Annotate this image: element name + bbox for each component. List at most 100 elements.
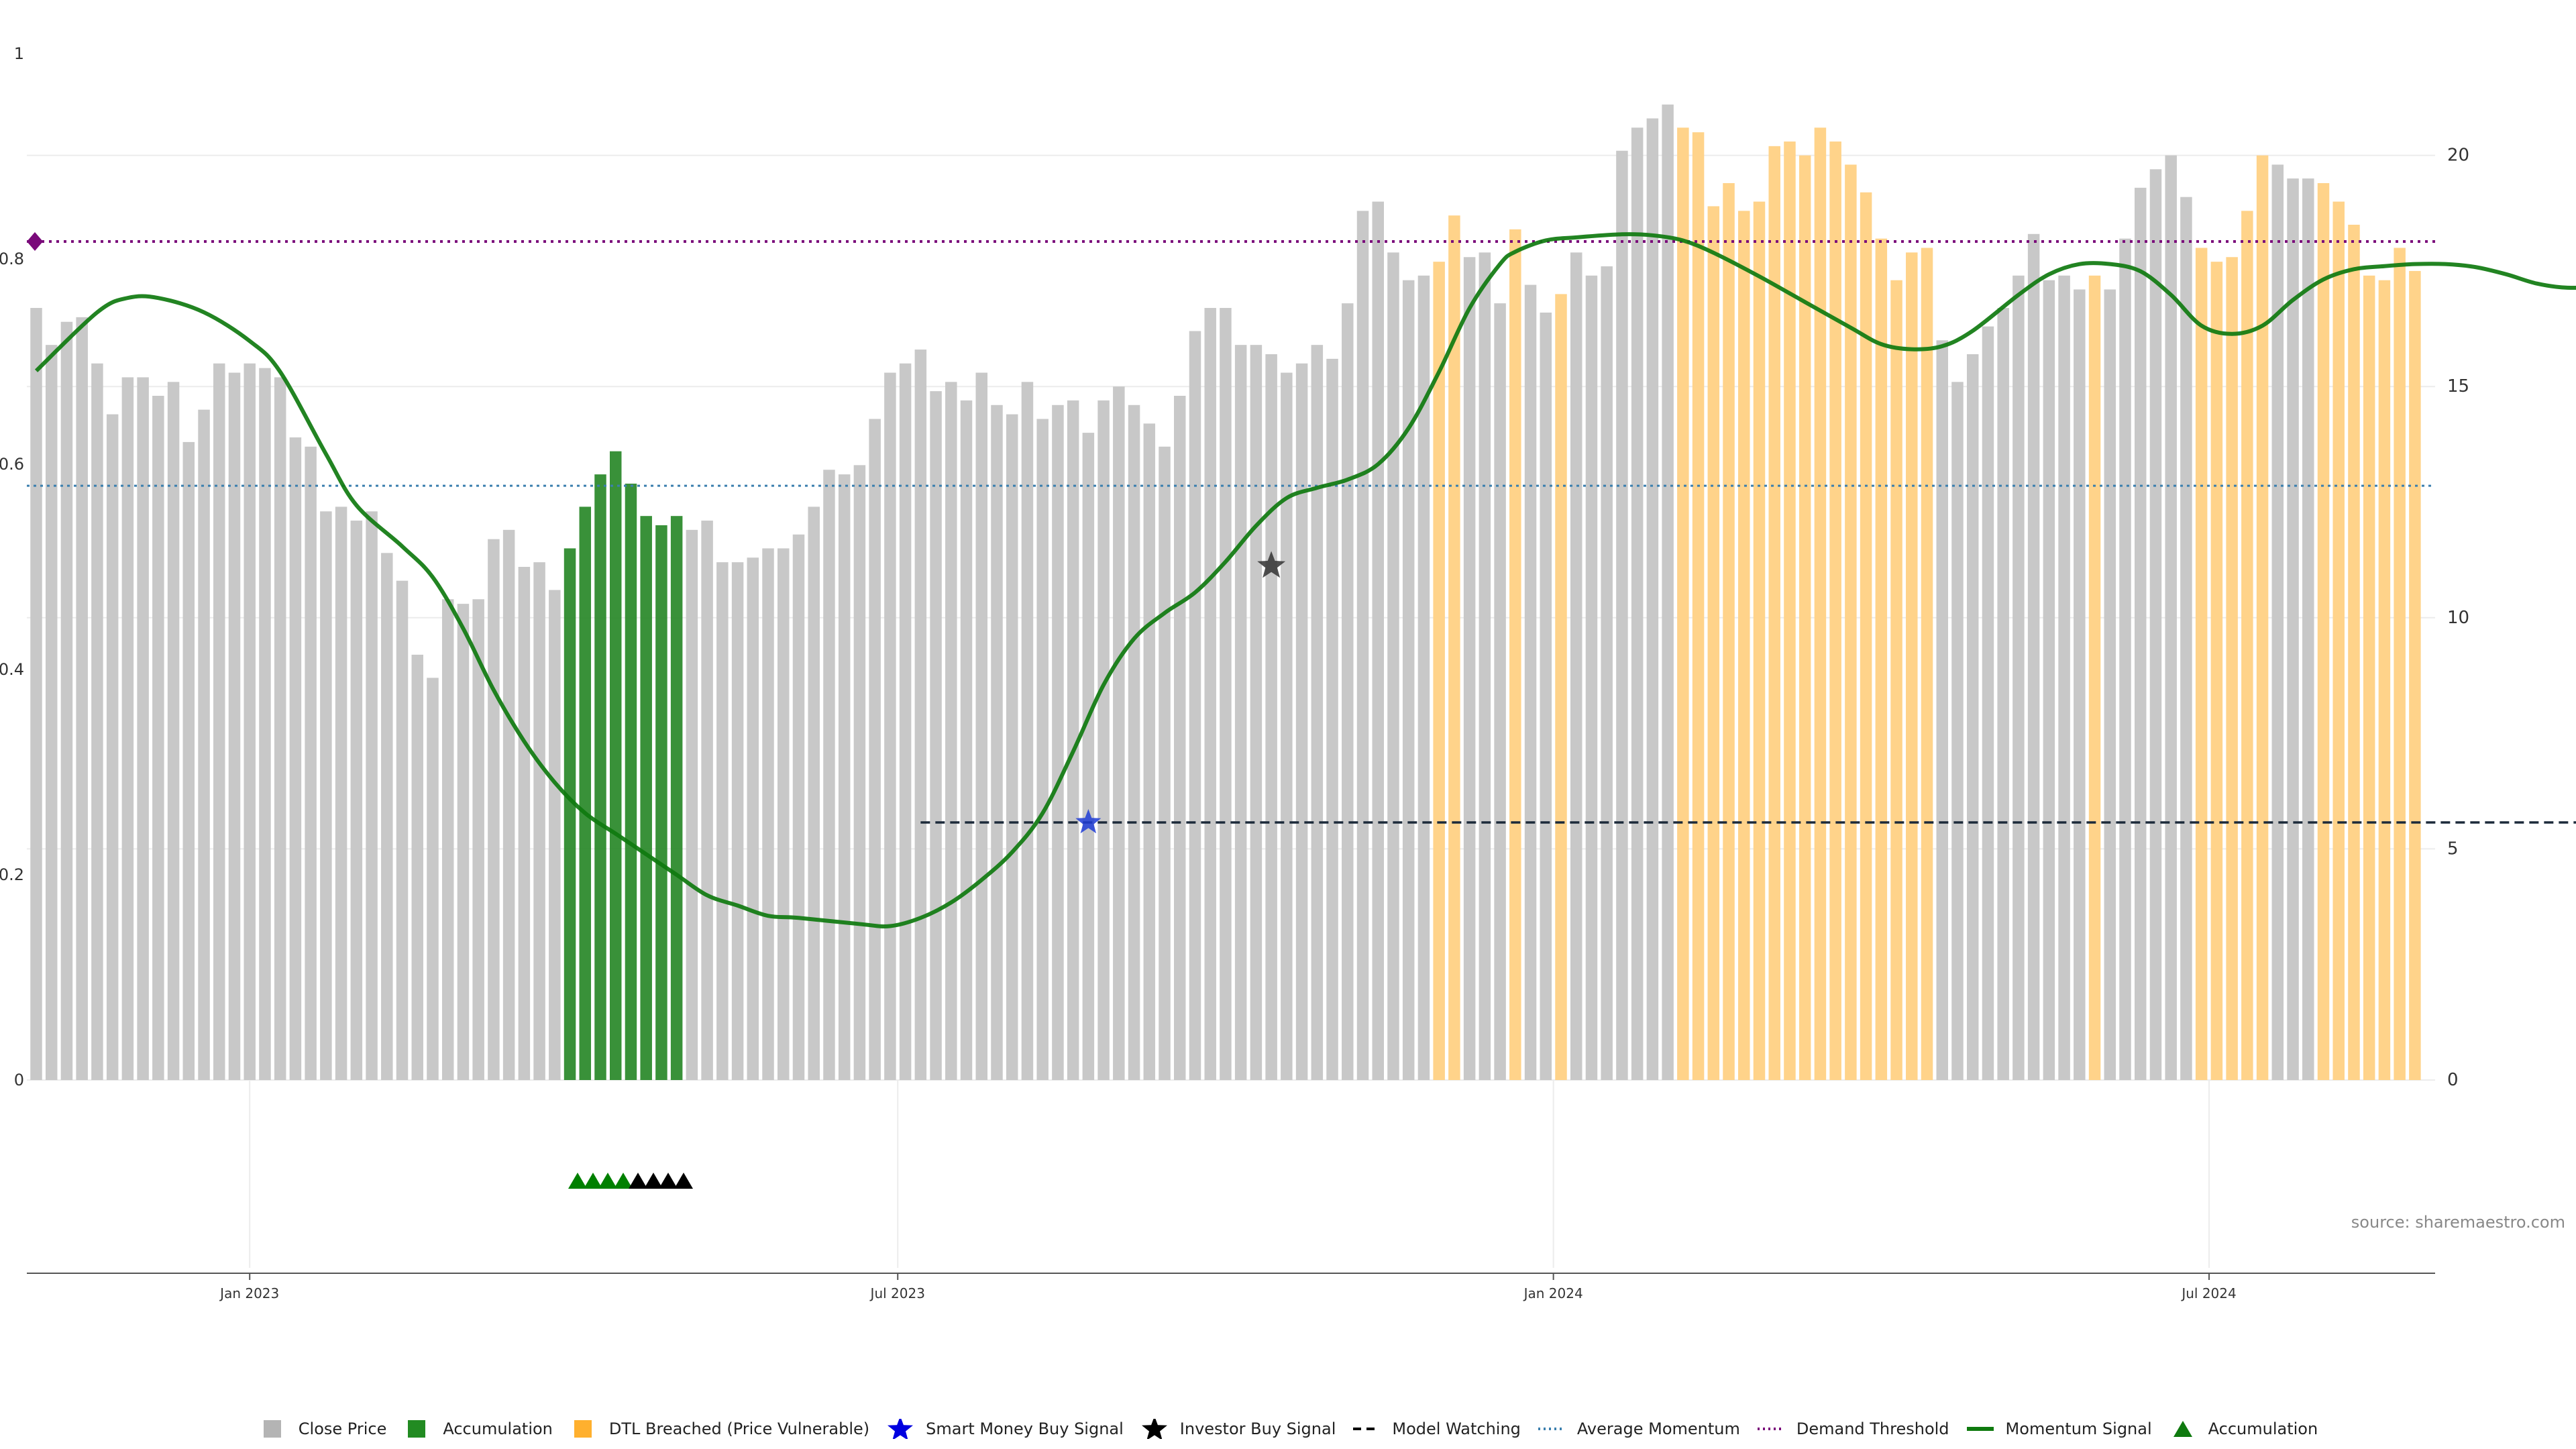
bar — [1616, 150, 1628, 1080]
bar — [2088, 275, 2101, 1081]
bar — [1966, 354, 1979, 1081]
bar — [1662, 104, 1674, 1081]
bar — [1067, 400, 1079, 1080]
momentum-signal-path — [34, 232, 2576, 928]
bar — [838, 474, 851, 1080]
bar — [549, 590, 561, 1080]
bar — [335, 506, 347, 1080]
bar — [1784, 141, 1796, 1081]
bar — [305, 446, 317, 1080]
bar — [1890, 280, 1902, 1081]
chart-legend: Close Price Accumulation DTL Breached (Pri… — [0, 1413, 2576, 1445]
legend-item: Close Price — [258, 1419, 386, 1439]
bar — [686, 529, 698, 1080]
bar — [152, 396, 164, 1080]
bar — [1174, 396, 1186, 1080]
bar — [2119, 238, 2131, 1081]
bar — [1494, 303, 1506, 1081]
accumulation-triangle — [674, 1173, 693, 1189]
accumulation-triangle — [584, 1173, 602, 1189]
left-axis-tick-label: 0.2 — [0, 865, 24, 884]
legend-label: DTL Breached (Price Vulnerable) — [608, 1419, 870, 1438]
bar — [1204, 308, 1216, 1080]
legend-label: Model Watching — [1392, 1419, 1521, 1438]
bar — [121, 377, 134, 1081]
bar — [2165, 155, 2177, 1081]
momentum-signal-line — [34, 232, 2576, 928]
bar — [366, 511, 378, 1080]
bar — [1738, 211, 1750, 1080]
bar — [1753, 201, 1766, 1080]
legend-item: Model Watching — [1352, 1419, 1521, 1439]
bar — [1143, 423, 1156, 1080]
bar — [2332, 201, 2345, 1080]
accumulation-triangle — [568, 1173, 587, 1189]
bar — [899, 363, 912, 1080]
bar — [518, 567, 531, 1080]
bar — [1601, 266, 1613, 1080]
bar — [1692, 132, 1705, 1081]
bar — [960, 400, 973, 1080]
bar — [320, 511, 332, 1080]
bar — [609, 451, 622, 1080]
bar — [167, 382, 180, 1080]
close-price-bars — [30, 104, 2421, 1081]
legend-symbol-square — [569, 1419, 598, 1439]
bar — [533, 562, 545, 1080]
bar — [1677, 127, 1689, 1080]
bar — [1372, 201, 1384, 1080]
bar — [2363, 275, 2375, 1081]
bar — [1159, 446, 1171, 1080]
right-axis-tick-label: 15 — [2447, 376, 2469, 396]
bar — [106, 414, 119, 1080]
bar — [76, 317, 88, 1080]
bar — [1311, 345, 1324, 1080]
bar — [1234, 345, 1247, 1080]
legend-label: Investor Buy Signal — [1179, 1419, 1336, 1438]
bar — [2409, 270, 2421, 1080]
bar — [579, 506, 592, 1080]
bar — [1479, 252, 1491, 1081]
bar — [396, 580, 409, 1080]
legend-label: Accumulation — [443, 1419, 553, 1438]
bar — [441, 599, 454, 1080]
bar — [930, 391, 942, 1080]
bar — [2348, 225, 2360, 1080]
bar — [1082, 433, 1095, 1080]
bar — [1631, 127, 1644, 1080]
bar — [747, 557, 759, 1080]
right-axis-tick-label: 5 — [2447, 839, 2459, 859]
bar — [655, 525, 667, 1080]
bar — [2180, 197, 2192, 1080]
bar — [777, 548, 790, 1080]
bar — [640, 516, 652, 1080]
bar — [502, 529, 515, 1080]
accumulation-triangle — [614, 1173, 633, 1189]
bar — [60, 321, 73, 1080]
bar — [457, 604, 470, 1080]
bar — [2241, 211, 2253, 1080]
bar — [2210, 262, 2223, 1080]
legend-item: Accumulation — [402, 1419, 553, 1439]
bar — [1555, 294, 1567, 1080]
signal-markers — [568, 551, 1286, 1189]
bar — [1845, 164, 1857, 1081]
legend-symbol-star — [1140, 1419, 1169, 1439]
left-axis-tick-label: 0.4 — [0, 660, 24, 679]
bar — [1342, 303, 1354, 1081]
bar — [1768, 146, 1780, 1080]
bar — [1829, 141, 1841, 1081]
legend-label: Average Momentum — [1576, 1419, 1740, 1438]
legend-symbol-dot — [1537, 1419, 1566, 1439]
smart-money-buy-marker — [1075, 809, 1102, 834]
x-axis-tick-label: Jan 2023 — [219, 1285, 279, 1301]
bar — [411, 654, 423, 1080]
bar — [991, 405, 1003, 1080]
legend-symbol-square — [258, 1419, 288, 1439]
bar — [259, 368, 271, 1080]
bar — [1433, 262, 1445, 1080]
bar — [244, 363, 256, 1080]
right-axis-tick-label: 0 — [2447, 1070, 2459, 1090]
bar — [289, 437, 302, 1080]
left-axis-tick-label: 0 — [14, 1071, 24, 1089]
